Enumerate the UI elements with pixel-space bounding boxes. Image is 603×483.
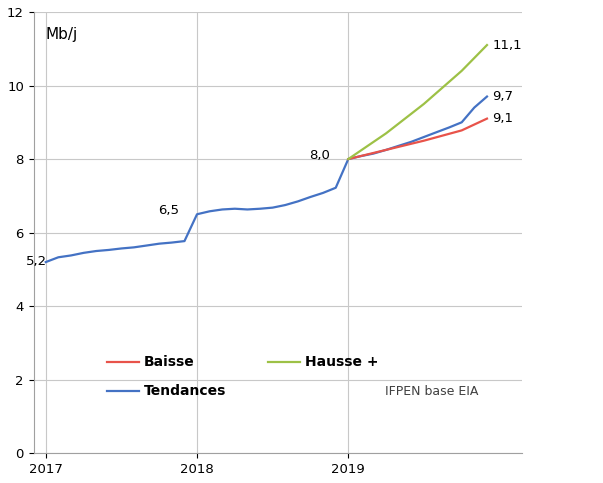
Text: 11,1: 11,1	[493, 39, 522, 52]
Text: Mb/j: Mb/j	[46, 28, 78, 43]
Text: 9,1: 9,1	[493, 112, 514, 125]
Text: Hausse +: Hausse +	[305, 355, 378, 369]
Text: Tendances: Tendances	[144, 384, 226, 398]
Text: IFPEN base EIA: IFPEN base EIA	[385, 385, 479, 398]
Text: 8,0: 8,0	[309, 149, 330, 162]
Text: 5,2: 5,2	[27, 255, 48, 268]
Text: 6,5: 6,5	[158, 204, 179, 217]
Text: Baisse: Baisse	[144, 355, 194, 369]
Text: 9,7: 9,7	[493, 90, 514, 103]
